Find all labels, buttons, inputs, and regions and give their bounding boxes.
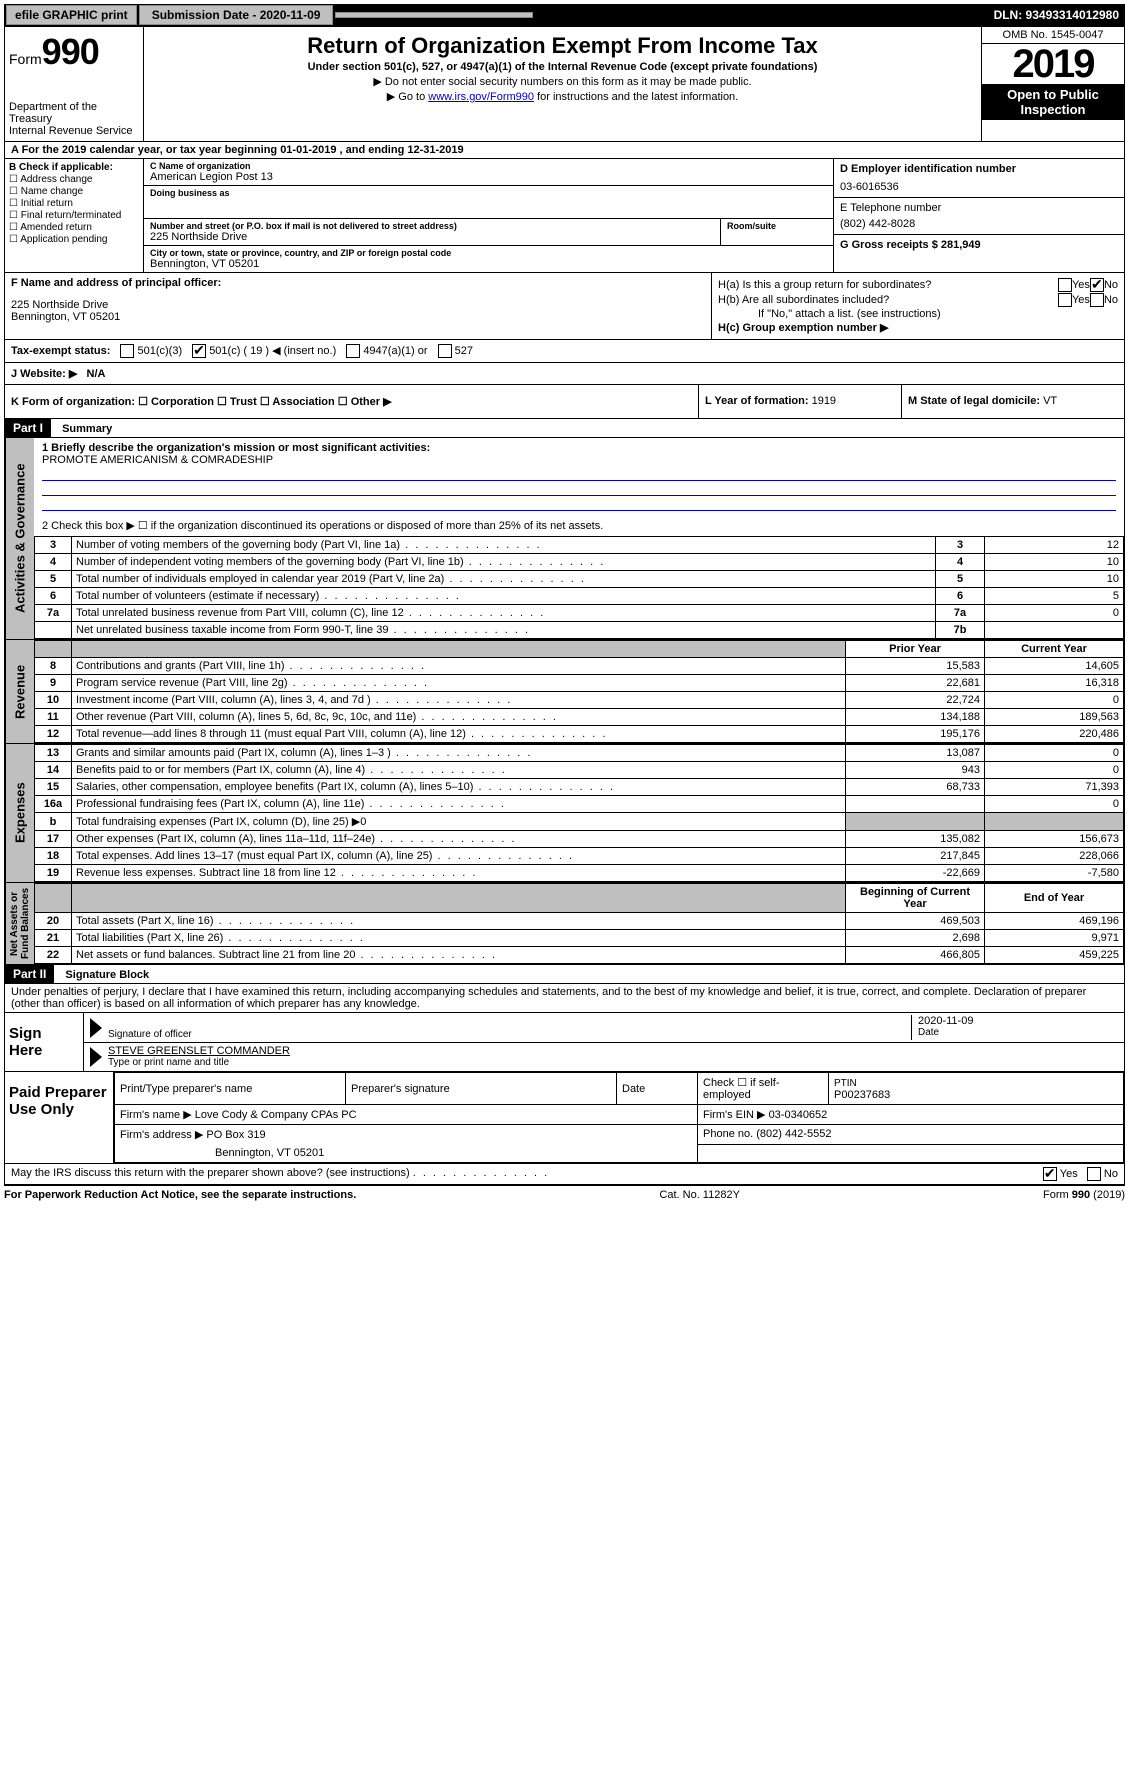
form-header: Form990 Department of the Treasury Inter… [4,26,1125,142]
row-a-tax-year: A For the 2019 calendar year, or tax yea… [4,142,1125,159]
form-subtitle: Under section 501(c), 527, or 4947(a)(1)… [152,61,973,73]
section-klm: K Form of organization: ☐ Corporation ☐ … [4,385,1125,419]
tax-exempt-status: Tax-exempt status: 501(c)(3) 501(c) ( 19… [4,340,1125,363]
officer-name: STEVE GREENSLET COMMANDER [108,1045,1118,1057]
mission-text: PROMOTE AMERICANISM & COMRADESHIP [42,454,1116,466]
net-assets-section: Net Assets orFund Balances Beginning of … [4,883,1125,965]
perjury-statement: Under penalties of perjury, I declare th… [4,984,1125,1013]
arrow-icon [90,1018,102,1038]
paid-preparer-label: Paid Preparer Use Only [5,1072,114,1163]
signature-section: Sign Here Signature of officer 2020-11-0… [4,1013,1125,1072]
org-name: American Legion Post 13 [150,171,827,183]
paid-preparer-section: Paid Preparer Use Only Print/Type prepar… [4,1072,1125,1164]
dln-label: DLN: 93493314012980 [994,8,1125,22]
form-number: Form990 [9,31,139,73]
dept-label: Department of the Treasury [9,101,139,125]
gross-receipts: G Gross receipts $ 281,949 [840,239,981,251]
phone-value: (802) 442-8028 [840,218,1118,230]
top-toolbar: efile GRAPHIC print Submission Date - 20… [4,4,1125,26]
expenses-table: 13Grants and similar amounts paid (Part … [34,744,1124,882]
part-ii-header: Part II [5,965,54,983]
org-address: 225 Northside Drive [150,231,714,243]
goto-note: ▶ Go to www.irs.gov/Form990 for instruct… [152,90,973,103]
vtab-net-assets: Net Assets orFund Balances [5,883,34,964]
irs-link[interactable]: www.irs.gov/Form990 [428,91,534,103]
net-assets-table: Beginning of Current YearEnd of Year20To… [34,883,1124,964]
part-i-header: Part I [5,419,51,437]
section-bcd: B Check if applicable: ☐ Address change … [4,159,1125,273]
website-row: J Website: ▶ N/A [4,363,1125,385]
vtab-governance: Activities & Governance [5,438,34,639]
ssn-note: ▶ Do not enter social security numbers o… [152,75,973,88]
form-of-org: K Form of organization: ☐ Corporation ☐ … [5,385,698,418]
activities-governance-section: Activities & Governance 1 Briefly descri… [4,438,1125,640]
efile-print-button[interactable]: efile GRAPHIC print [6,5,137,25]
revenue-table: Prior YearCurrent Year8Contributions and… [34,640,1124,743]
page-footer: For Paperwork Reduction Act Notice, see … [4,1185,1125,1204]
column-c-org-info: C Name of organization American Legion P… [144,159,833,272]
arrow-icon [90,1047,102,1067]
submission-date: Submission Date - 2020-11-09 [139,5,334,25]
open-public-badge: Open to Public Inspection [982,84,1124,120]
column-de: D Employer identification number 03-6016… [833,159,1124,272]
expenses-section: Expenses 13Grants and similar amounts pa… [4,744,1125,883]
revenue-section: Revenue Prior YearCurrent Year8Contribut… [4,640,1125,744]
discuss-row: May the IRS discuss this return with the… [4,1164,1125,1185]
ein-value: 03-6016536 [840,181,1118,193]
irs-label: Internal Revenue Service [9,125,139,137]
blank-button[interactable] [335,12,533,18]
vtab-expenses: Expenses [5,744,34,882]
vtab-revenue: Revenue [5,640,34,743]
sign-here-label: Sign Here [5,1013,84,1071]
org-city: Bennington, VT 05201 [150,258,827,270]
tax-year: 2019 [982,44,1124,84]
governance-table: 3Number of voting members of the governi… [34,536,1124,639]
column-b-checkboxes: B Check if applicable: ☐ Address change … [5,159,144,272]
section-fh: F Name and address of principal officer:… [4,273,1125,340]
form-title: Return of Organization Exempt From Incom… [152,33,973,59]
